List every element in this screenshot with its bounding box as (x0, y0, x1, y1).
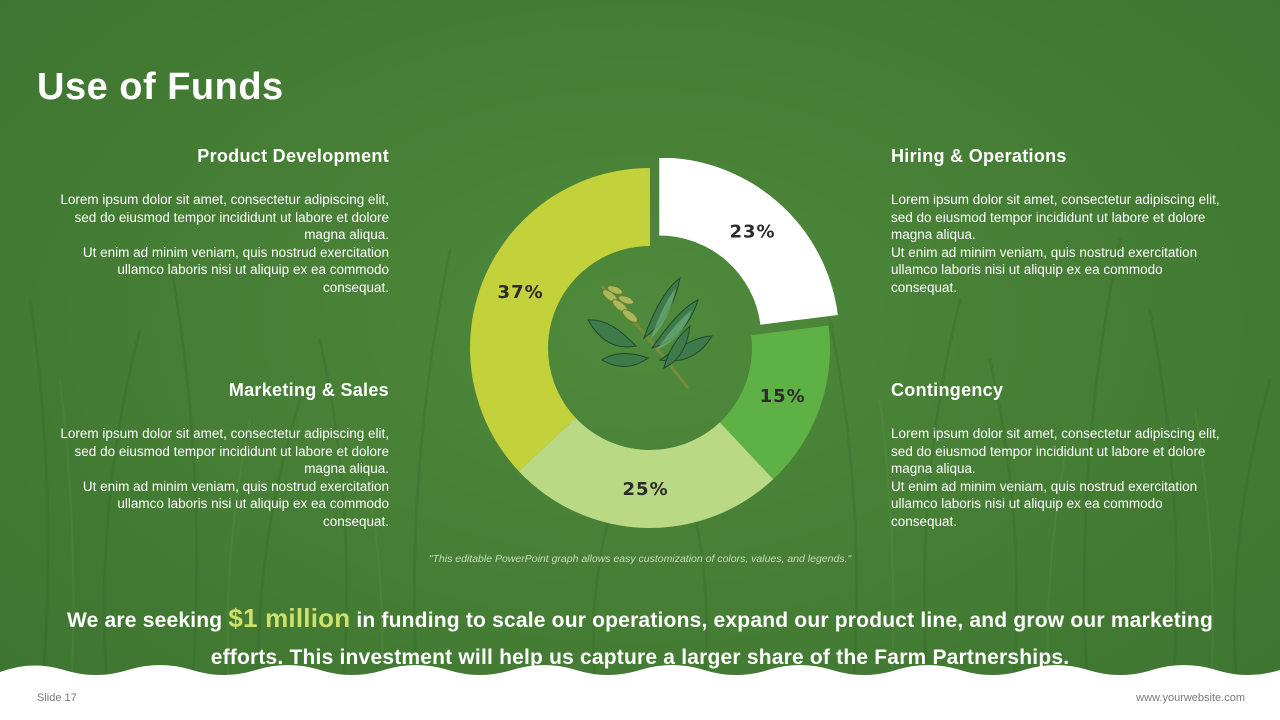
heading-marketing-sales: Marketing & Sales (228, 380, 389, 400)
slide-number: Slide 17 (37, 692, 77, 704)
donut-slice-23 (659, 158, 838, 325)
donut-chart: 23% 15% 25% 37% (470, 158, 838, 528)
donut-slice-25 (518, 417, 774, 528)
funding-amount: $1 million (228, 603, 351, 633)
callout-text-after: in funding to scale our operations, expa… (210, 609, 1213, 669)
text-contingency: Lorem ipsum dolor sit amet, consectetur … (891, 426, 1220, 529)
website-link[interactable]: www.yourwebsite.com (1136, 692, 1245, 704)
heading-product-development: Product Development (197, 146, 389, 166)
text-marketing-sales: Lorem ipsum dolor sit amet, consectetur … (60, 426, 389, 529)
donut-slice-37 (470, 168, 650, 472)
footer-wave (0, 665, 1280, 720)
heading-contingency: Contingency (891, 380, 1004, 400)
chart-note: "This editable PowerPoint graph allows e… (428, 553, 852, 565)
text-product-development: Lorem ipsum dolor sit amet, consectetur … (60, 192, 389, 295)
donut-slice-label-37: 37% (498, 282, 544, 303)
donut-slice-label-25: 25% (623, 479, 669, 500)
funding-callout: We are seeking $1 million in funding to … (30, 600, 1250, 676)
page-title: Use of Funds (37, 66, 284, 108)
callout-text-before: We are seeking (66, 609, 223, 632)
donut-slice-label-15: 15% (760, 386, 806, 407)
heading-hiring-operations: Hiring & Operations (891, 146, 1067, 166)
wheat-icon (587, 276, 713, 389)
donut-slice-label-23: 23% (729, 222, 775, 243)
text-hiring-operations: Lorem ipsum dolor sit amet, consectetur … (891, 192, 1220, 295)
donut-slice-15 (719, 325, 830, 480)
